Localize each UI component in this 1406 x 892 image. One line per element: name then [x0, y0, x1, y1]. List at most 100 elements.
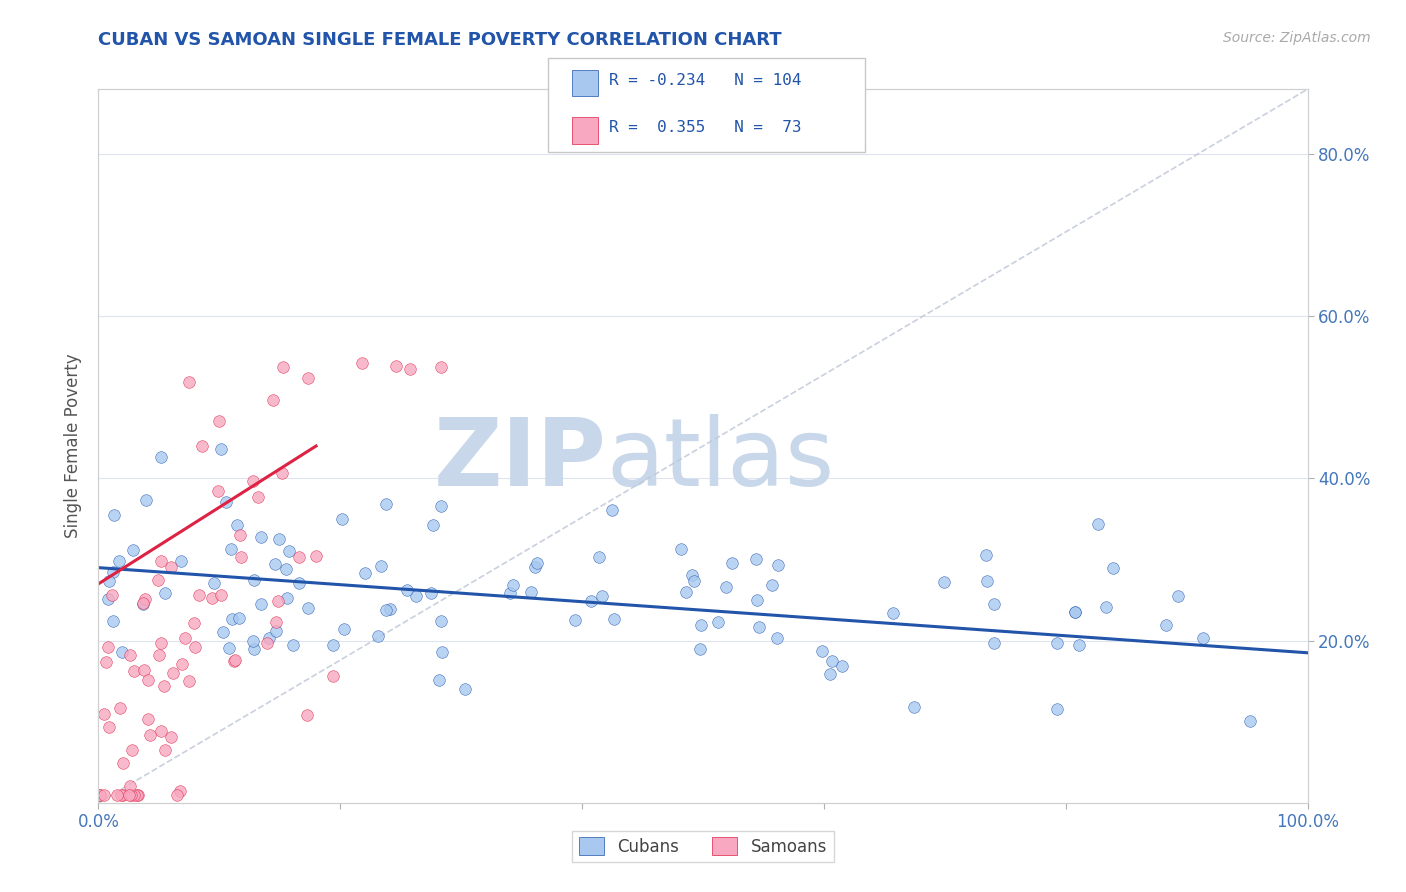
- Point: [209, 588, 232, 602]
- Point: [903, 699, 925, 714]
- Point: [588, 550, 610, 565]
- Point: [153, 742, 176, 756]
- Point: [263, 393, 285, 408]
- Point: [273, 359, 295, 374]
- Point: [707, 615, 730, 629]
- Point: [120, 779, 142, 793]
- Point: [97, 640, 120, 654]
- Point: [107, 554, 129, 568]
- Text: atlas: atlas: [606, 414, 835, 507]
- Point: [132, 663, 155, 677]
- Point: [766, 558, 789, 573]
- Point: [669, 542, 692, 557]
- Point: [689, 642, 711, 657]
- Point: [139, 729, 162, 743]
- Point: [97, 720, 120, 734]
- Point: [177, 674, 200, 689]
- Point: [831, 658, 853, 673]
- Point: [1167, 590, 1189, 604]
- Point: [267, 532, 290, 546]
- Point: [420, 586, 443, 600]
- Point: [810, 644, 832, 658]
- Point: [745, 592, 768, 607]
- Point: [305, 549, 328, 564]
- Point: [721, 556, 744, 570]
- Point: [250, 530, 273, 544]
- Text: CUBAN VS SAMOAN SINGLE FEMALE POVERTY CORRELATION CHART: CUBAN VS SAMOAN SINGLE FEMALE POVERTY CO…: [98, 31, 782, 49]
- Point: [93, 706, 115, 721]
- Point: [1064, 605, 1087, 619]
- Point: [524, 560, 547, 574]
- Point: [974, 548, 997, 562]
- Point: [332, 622, 354, 636]
- Point: [155, 586, 177, 600]
- Point: [105, 788, 128, 802]
- Y-axis label: Single Female Poverty: Single Female Poverty: [65, 354, 83, 538]
- Text: R = -0.234   N = 104: R = -0.234 N = 104: [609, 73, 801, 87]
- Point: [882, 606, 904, 620]
- Point: [153, 680, 176, 694]
- Point: [89, 788, 111, 802]
- Point: [1239, 714, 1261, 728]
- Point: [322, 638, 344, 652]
- Point: [112, 788, 135, 802]
- Point: [430, 359, 453, 374]
- Point: [183, 615, 205, 630]
- Point: [108, 701, 131, 715]
- Point: [103, 508, 125, 523]
- Point: [242, 475, 264, 489]
- Point: [761, 578, 783, 592]
- Point: [430, 614, 453, 628]
- Point: [228, 528, 250, 542]
- Point: [122, 664, 145, 678]
- Point: [1064, 605, 1087, 619]
- Point: [122, 788, 145, 802]
- Point: [101, 565, 124, 579]
- Point: [101, 615, 124, 629]
- Point: [288, 576, 311, 591]
- Point: [118, 788, 141, 802]
- Point: [564, 613, 586, 627]
- Point: [745, 551, 768, 566]
- Point: [1154, 618, 1177, 632]
- Point: [125, 788, 148, 802]
- Point: [765, 631, 787, 645]
- Point: [297, 600, 319, 615]
- Point: [224, 654, 246, 668]
- Point: [257, 632, 280, 646]
- Point: [150, 554, 173, 568]
- Point: [1192, 631, 1215, 645]
- Point: [136, 673, 159, 688]
- Point: [134, 592, 156, 607]
- Legend: Cubans, Samoans: Cubans, Samoans: [572, 830, 834, 863]
- Point: [367, 629, 389, 643]
- Point: [579, 594, 602, 608]
- Point: [120, 788, 142, 802]
- Point: [271, 466, 294, 480]
- Point: [297, 708, 319, 723]
- Point: [101, 588, 124, 602]
- Point: [591, 589, 613, 603]
- Point: [689, 617, 711, 632]
- Point: [983, 597, 1005, 611]
- Text: Source: ZipAtlas.com: Source: ZipAtlas.com: [1223, 31, 1371, 45]
- Point: [266, 624, 288, 638]
- Point: [207, 484, 229, 499]
- Point: [135, 492, 157, 507]
- Point: [281, 638, 304, 652]
- Point: [748, 620, 770, 634]
- Point: [526, 556, 548, 570]
- Point: [111, 756, 134, 770]
- Point: [602, 612, 624, 626]
- Point: [398, 362, 420, 376]
- Point: [675, 585, 697, 599]
- Point: [110, 788, 132, 802]
- Point: [600, 503, 623, 517]
- Point: [264, 558, 287, 572]
- Point: [276, 591, 298, 606]
- Point: [146, 573, 169, 587]
- Point: [148, 648, 170, 663]
- Point: [499, 585, 522, 599]
- Point: [297, 371, 319, 385]
- Point: [385, 359, 408, 373]
